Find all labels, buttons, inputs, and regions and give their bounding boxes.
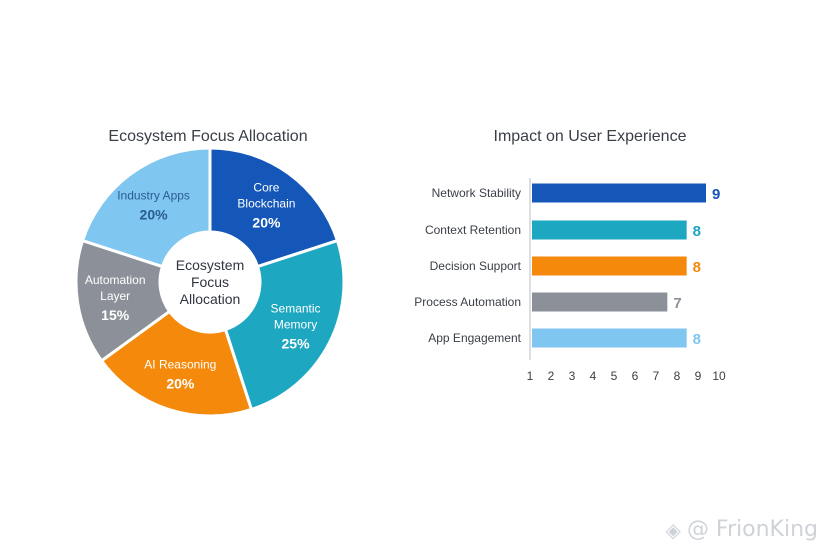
bar-title: Impact on User Experience [494, 128, 687, 145]
bar-decision-support [532, 256, 687, 276]
x-tick-label: 3 [569, 369, 576, 383]
bar-context-retention [532, 220, 687, 240]
bar-category-label: Decision Support [430, 259, 522, 273]
x-tick-label: 1 [527, 369, 534, 383]
bar-app-engagement [532, 328, 687, 348]
x-tick-label: 6 [632, 369, 639, 383]
x-tick-label: 10 [712, 369, 726, 383]
pie-slice-industry-apps [80, 146, 212, 269]
pie-label: Layer [100, 289, 130, 303]
x-tick-label: 9 [695, 369, 702, 383]
bar-process-automation [532, 292, 668, 312]
pie-center-label: Allocation [180, 291, 241, 307]
pie-slice-ai-reasoning [99, 309, 254, 418]
bar-category-label: App Engagement [428, 331, 521, 345]
pie-slice-semantic-memory [223, 238, 346, 412]
pie-value-label: 20% [140, 206, 169, 222]
bar-value-label: 9 [712, 186, 720, 203]
bar-value-label: 7 [673, 295, 681, 312]
bar-network-stability [532, 183, 706, 203]
pie-center-label: Ecosystem [176, 257, 244, 273]
pie-center-hole [161, 233, 259, 331]
bar-category-label: Context Retention [425, 223, 521, 237]
pie-title: Ecosystem Focus Allocation [108, 128, 307, 145]
pie-value-label: 25% [282, 336, 311, 352]
pie-label: AI Reasoning [144, 357, 216, 371]
pie-slice-core-blockchain [208, 146, 340, 269]
bar-value-label: 8 [693, 259, 701, 276]
bar-value-label: 8 [693, 331, 701, 348]
pie-label: Automation [85, 273, 146, 287]
pie-slice-automation-layer [74, 238, 172, 363]
pie-label: Memory [274, 318, 317, 332]
pie-value-label: 15% [101, 307, 130, 323]
pie-center-label: Focus [191, 274, 229, 290]
x-tick-label: 7 [653, 369, 660, 383]
watermark-text: @ FrionKing [686, 517, 818, 542]
pie-chart: Core Blockchain 20% Semantic Memory 25% AI Rea… [74, 146, 346, 418]
x-tick-label: 4 [590, 369, 597, 383]
watermark-icon: ◈ [665, 517, 681, 542]
pie-label: Core [253, 180, 279, 194]
pie-value-label: 20% [166, 375, 195, 391]
pie-label: Semantic [271, 302, 321, 316]
bar-category-label: Process Automation [414, 295, 521, 309]
pie-label: Blockchain [237, 196, 295, 210]
pie-value-label: 20% [252, 214, 281, 230]
x-tick-label: 2 [548, 369, 555, 383]
pie-label: Industry Apps [117, 188, 190, 202]
x-tick-label: 8 [674, 369, 681, 383]
watermark: ◈ @ FrionKing [666, 517, 818, 542]
bar-category-label: Network Stability [432, 186, 521, 200]
x-tick-label: 5 [611, 369, 618, 383]
bar-value-label: 8 [693, 223, 701, 240]
bar-chart: Network Stability 9 Context Retention 8 Deci… [414, 178, 726, 383]
